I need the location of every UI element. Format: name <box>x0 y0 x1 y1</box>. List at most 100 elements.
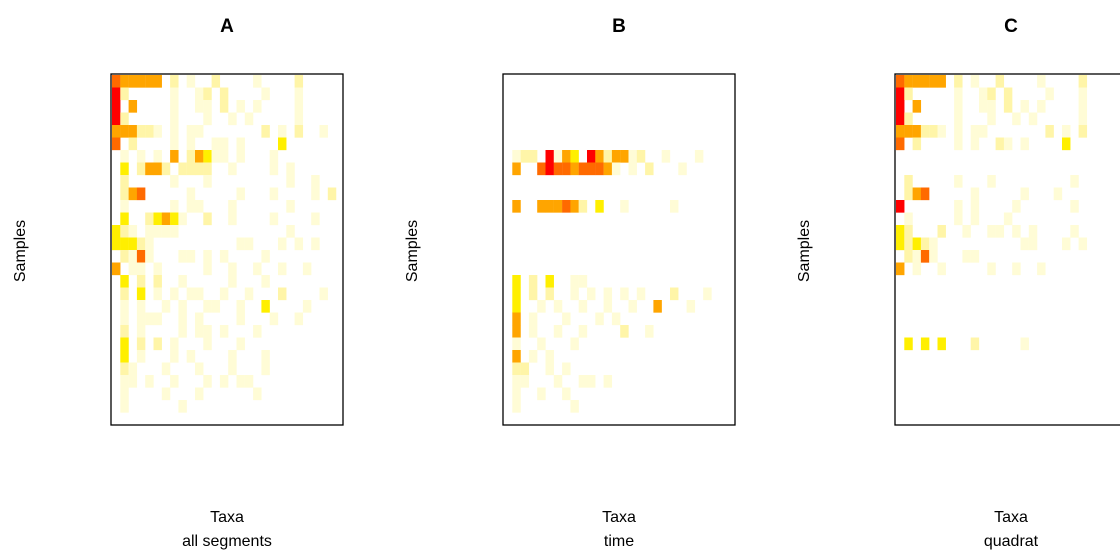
heatmap-cell <box>128 187 138 201</box>
heatmap-cell <box>136 250 146 263</box>
heatmap-cell <box>562 362 571 376</box>
heatmap-cell <box>311 212 320 226</box>
heatmap-cell <box>203 150 212 163</box>
heatmap-cell <box>1078 237 1088 251</box>
heatmap-cell <box>195 387 204 401</box>
heatmap-cell <box>995 225 1005 238</box>
heatmap-cell <box>211 137 221 151</box>
heatmap-cell <box>161 362 171 376</box>
heatmap-cell <box>611 162 621 176</box>
heatmap-cell <box>195 100 204 113</box>
heatmap-cell <box>269 312 279 326</box>
heatmap-cell <box>228 200 237 213</box>
heatmap-cell <box>153 262 162 276</box>
heatmap-cell <box>311 237 320 251</box>
heatmap-cell <box>178 400 187 413</box>
heatmap-cell <box>170 112 179 126</box>
heatmap-cell <box>562 387 571 401</box>
heatmap-cell <box>294 125 304 138</box>
heatmap-cell <box>128 225 138 238</box>
heatmap-cell <box>545 150 554 163</box>
heatmap-cell <box>120 212 129 226</box>
heatmap-cell <box>311 187 320 201</box>
heatmap-cell <box>995 137 1005 151</box>
heatmap-cell <box>962 250 971 263</box>
heatmap-cell <box>195 287 204 301</box>
heatmap-cell <box>186 250 196 263</box>
heatmap-cell <box>912 237 922 251</box>
panel-b-xlabel: Taxa <box>602 509 636 526</box>
panel-c-cells <box>896 75 1088 351</box>
heatmap-cell <box>570 287 579 301</box>
heatmap-cell <box>203 325 212 338</box>
panel-a-plot-frame <box>110 73 344 426</box>
heatmap-cell <box>236 237 245 251</box>
heatmap-cell <box>203 212 212 226</box>
heatmap-cell <box>145 250 154 263</box>
heatmap-cell <box>112 75 121 88</box>
heatmap-cell <box>112 137 121 151</box>
heatmap-cell <box>244 237 254 251</box>
heatmap-cell <box>145 375 154 388</box>
heatmap-cell <box>269 187 279 201</box>
heatmap-cell <box>294 312 304 326</box>
heatmap-cell <box>987 262 996 276</box>
heatmap-cell <box>970 212 980 226</box>
heatmap-cell <box>545 362 554 376</box>
panel-c-ylabel: Samples <box>796 220 813 282</box>
heatmap-cell <box>244 375 254 388</box>
panel-a-xlabel: Taxa <box>210 509 244 526</box>
heatmap-cell <box>120 162 129 176</box>
heatmap-cell <box>920 237 930 251</box>
heatmap-cell <box>545 350 554 363</box>
heatmap-cell <box>236 312 245 326</box>
heatmap-cell <box>528 287 538 301</box>
heatmap-cell <box>578 300 588 313</box>
heatmap-cell <box>570 275 579 288</box>
heatmap-cell <box>520 362 530 376</box>
heatmap-cell <box>578 375 588 388</box>
heatmap-cell <box>145 162 154 176</box>
heatmap-cell <box>195 150 204 163</box>
heatmap-cell <box>987 87 996 101</box>
heatmap-cell <box>545 200 554 213</box>
heatmap-cell <box>954 75 963 88</box>
heatmap-cell <box>203 112 212 126</box>
heatmap-cell <box>570 162 579 176</box>
heatmap-cell <box>112 100 121 113</box>
heatmap-cell <box>912 137 922 151</box>
heatmap-cell <box>286 200 295 213</box>
heatmap-cell <box>512 287 521 301</box>
heatmap-cell <box>954 112 963 126</box>
heatmap-cell <box>628 150 637 163</box>
heatmap-cell <box>253 262 262 276</box>
heatmap-cell <box>236 337 245 351</box>
heatmap-cell <box>1062 125 1071 138</box>
heatmap-cell <box>178 162 187 176</box>
heatmap-cell <box>161 212 171 226</box>
heatmap-cell <box>603 300 613 313</box>
heatmap-cell <box>686 300 696 313</box>
heatmap-cell <box>178 250 187 263</box>
heatmap-cell <box>620 200 629 213</box>
heatmap-cell <box>1062 237 1071 251</box>
heatmap-cell <box>896 112 905 126</box>
heatmap-cell <box>203 87 212 101</box>
heatmap-cell <box>553 300 563 313</box>
heatmap-cell <box>203 175 212 188</box>
heatmap-cell <box>1045 125 1054 138</box>
heatmap-cell <box>128 262 138 276</box>
heatmap-cell <box>120 350 129 363</box>
heatmap-cell <box>269 162 279 176</box>
heatmap-cell <box>195 125 204 138</box>
heatmap-cell <box>219 137 229 151</box>
heatmap-cell <box>528 150 538 163</box>
heatmap-cell <box>203 337 212 351</box>
heatmap-cell <box>112 125 121 138</box>
heatmap-cell <box>912 125 922 138</box>
heatmap-cell <box>219 375 229 388</box>
heatmap-cell <box>145 237 154 251</box>
heatmap-cell <box>153 337 162 351</box>
heatmap-cell <box>1078 125 1088 138</box>
heatmap-cell <box>136 187 146 201</box>
